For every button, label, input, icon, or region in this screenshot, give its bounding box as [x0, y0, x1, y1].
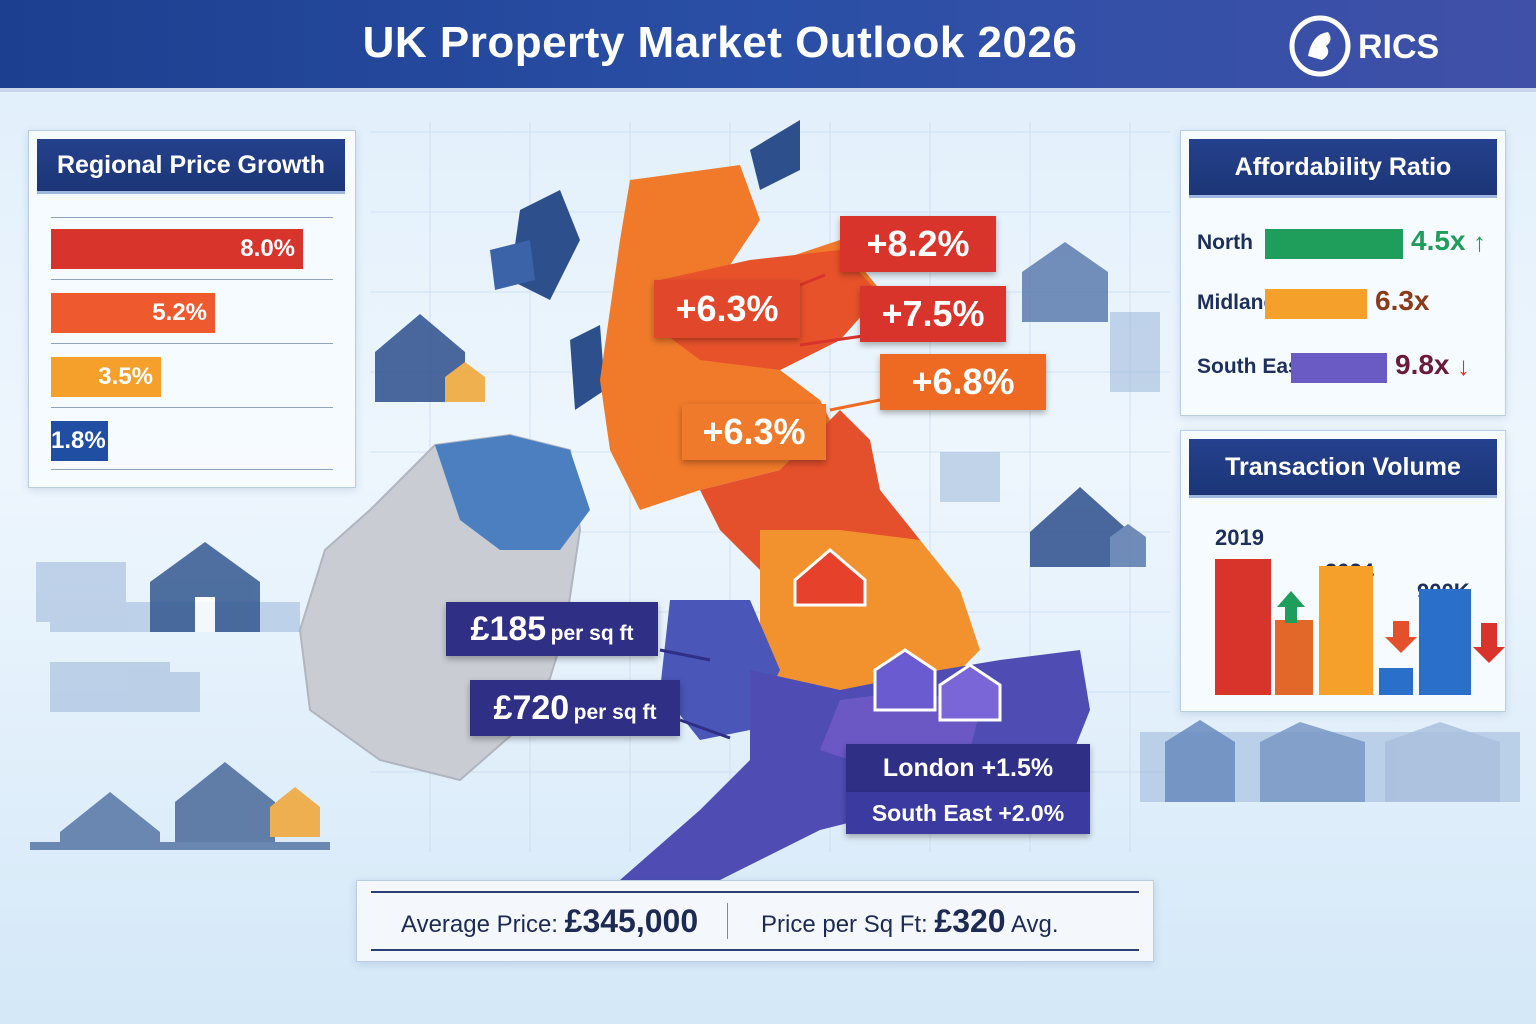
grid-line [51, 469, 333, 470]
sqft-callout-720-value: £720 [493, 689, 570, 727]
sqft-callout-185: £185 per sq ft [446, 602, 658, 656]
transaction-volume-bar [1275, 620, 1313, 695]
map-callout-6-8: +6.8% [880, 354, 1046, 410]
down-arrow-icon [1385, 621, 1417, 653]
grid-line [51, 279, 333, 280]
trend-down-icon: ↓ [1457, 351, 1470, 381]
trend-up-icon: ↑ [1473, 227, 1486, 257]
header-bar: UK Property Market Outlook 2026 RICS [0, 0, 1536, 92]
sqft-callout-720-unit: per sq ft [573, 701, 657, 724]
affordability-label: South East [1197, 355, 1307, 378]
tv-label-2019: 2019 [1215, 525, 1264, 550]
tv-arrows [1277, 591, 1505, 663]
affordability-bar [1265, 229, 1403, 259]
affordability-label: North [1197, 231, 1253, 254]
down-arrow-icon [1473, 623, 1505, 663]
affordability-panel: Affordability Ratio North 4.5x ↑ Midlands 6.… [1180, 130, 1506, 416]
price-growth-bar: 5.2% [51, 293, 215, 333]
price-growth-bar: 3.5% [51, 357, 161, 397]
grid-line [51, 407, 333, 408]
regional-price-growth-title: Regional Price Growth [37, 139, 345, 194]
transaction-volume-bar [1319, 566, 1373, 695]
price-per-sqft-label: Price per Sq Ft: [761, 911, 928, 938]
grid-line [51, 217, 333, 218]
grid-line [51, 343, 333, 344]
transaction-volume-bar [1215, 559, 1271, 695]
price-per-sqft: Price per Sq Ft: £320 Avg. [761, 903, 1059, 940]
affordability-bar [1265, 289, 1367, 319]
lion-logo-icon [1289, 15, 1351, 77]
transaction-volume-bar [1379, 668, 1413, 695]
south-east-callout: South East +2.0% [846, 792, 1090, 834]
average-price-label: Average Price: [401, 911, 558, 938]
affordability-value: 4.5x [1411, 225, 1466, 256]
summary-rule-bottom [371, 949, 1139, 951]
up-arrow-icon [1277, 591, 1305, 623]
affordability-title: Affordability Ratio [1189, 139, 1497, 198]
price-growth-bar: 8.0% [51, 229, 303, 269]
regional-price-growth-panel: Regional Price Growth 8.0% 5.2% 3.5% 1.8% [28, 130, 356, 488]
affordability-bar [1291, 353, 1387, 383]
sqft-callout-185-unit: per sq ft [550, 622, 634, 645]
london-callout: London +1.5% [846, 744, 1090, 792]
average-price: Average Price: £345,000 [401, 903, 698, 940]
transaction-volume-bar [1419, 589, 1471, 695]
price-growth-bar: 1.8% [51, 421, 108, 461]
average-price-value: £345,000 [564, 903, 699, 939]
price-per-sqft-suffix: Avg. [1010, 911, 1059, 938]
price-per-sqft-value: £320 [934, 903, 1006, 939]
page-title: UK Property Market Outlook 2026 [362, 18, 1078, 67]
northern-ireland-region [435, 435, 590, 550]
sqft-callout-720: £720 per sq ft [470, 680, 680, 736]
summary-divider [727, 903, 728, 939]
transaction-volume-panel: Transaction Volume 2019 2024 900K [1180, 430, 1506, 712]
map-callout-6-3-mid: +6.3% [682, 404, 826, 460]
affordability-value: 6.3x [1375, 285, 1430, 316]
rics-logo: RICS [1288, 14, 1488, 78]
summary-rule-top [371, 891, 1139, 893]
sqft-callout-185-value: £185 [470, 610, 547, 648]
logo-text: RICS [1358, 28, 1440, 66]
map-callout-8-2: +8.2% [840, 216, 996, 272]
summary-bar: Average Price: £345,000 Price per Sq Ft:… [356, 880, 1154, 962]
map-callout-6-3-north: +6.3% [654, 280, 800, 338]
affordability-value: 9.8x [1395, 349, 1450, 380]
transaction-volume-title: Transaction Volume [1189, 439, 1497, 498]
map-callout-7-5: +7.5% [860, 286, 1006, 342]
